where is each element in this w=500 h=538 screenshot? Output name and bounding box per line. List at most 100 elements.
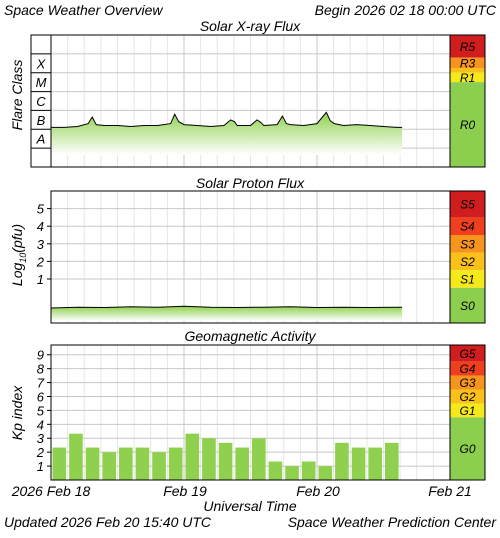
kp-tick-label: 8 bbox=[37, 362, 45, 377]
kp-bar bbox=[152, 452, 166, 480]
proton-tick-label: 4 bbox=[37, 219, 44, 234]
kp-tick-label: 4 bbox=[37, 417, 44, 432]
xray-scale-segment bbox=[450, 72, 485, 83]
proton-flux-area bbox=[51, 306, 403, 321]
kp-bar bbox=[235, 447, 249, 480]
proton-chart-title: Solar Proton Flux bbox=[196, 175, 305, 191]
proton-scale-segment bbox=[450, 270, 485, 288]
kp-tick-label: 7 bbox=[37, 376, 45, 391]
proton-scale-label: S3 bbox=[460, 237, 475, 251]
kp-tick-label: 6 bbox=[37, 389, 45, 404]
updated-time: Updated 2026 Feb 20 15:40 UTC bbox=[4, 514, 212, 530]
kp-bar bbox=[85, 447, 100, 480]
xray-class-label: C bbox=[36, 94, 46, 109]
kp-scale-label: G0 bbox=[459, 442, 475, 456]
x-tick-label-feb18: 2026 Feb 18 bbox=[11, 483, 91, 499]
kp-bar bbox=[301, 461, 316, 480]
kp-bar bbox=[268, 461, 283, 480]
kp-bar bbox=[351, 447, 366, 480]
proton-axis-title-main: Log bbox=[9, 263, 25, 287]
xray-chart-title: Solar X-ray Flux bbox=[200, 18, 301, 34]
xray-class-label: X bbox=[36, 56, 47, 71]
proton-scale-label: S5 bbox=[460, 198, 475, 212]
kp-bar bbox=[368, 447, 382, 480]
kp-scale-label: G4 bbox=[459, 362, 475, 376]
proton-axis-title-sub: 10 bbox=[18, 253, 28, 263]
proton-tick-label: 2 bbox=[36, 254, 45, 269]
proton-tick-label: 3 bbox=[37, 237, 45, 252]
proton-scale-label: S4 bbox=[460, 220, 475, 234]
kp-tick-label: 3 bbox=[37, 431, 45, 446]
kp-scale-label: G5 bbox=[459, 347, 475, 361]
kp-tick-label: 2 bbox=[36, 445, 45, 460]
kp-tick-label: 5 bbox=[37, 403, 45, 418]
x-axis-title: Universal Time bbox=[203, 498, 296, 514]
kp-axis-title: Kp index bbox=[9, 385, 25, 440]
kp-scale-segment bbox=[450, 375, 485, 390]
kp-tick-label: 9 bbox=[37, 348, 44, 363]
proton-scale-segment bbox=[450, 235, 485, 253]
xray-class-label: M bbox=[36, 75, 47, 90]
kp-bar bbox=[252, 438, 266, 480]
proton-tick-label: 1 bbox=[37, 272, 44, 287]
kp-bar bbox=[168, 447, 183, 480]
proton-scale-segment bbox=[450, 252, 485, 271]
xray-scale-label: R3 bbox=[460, 56, 476, 70]
kp-bar bbox=[185, 433, 200, 480]
kp-tick-label: 1 bbox=[37, 459, 44, 474]
kp-bar bbox=[335, 442, 349, 480]
begin-time: Begin 2026 02 18 00:00 UTC bbox=[315, 2, 497, 18]
x-tick-label-feb21: Feb 21 bbox=[428, 483, 472, 499]
kp-scale-label: G3 bbox=[459, 376, 475, 390]
proton-scale-segment bbox=[450, 191, 485, 218]
proton-axis-title-tail: (pfu) bbox=[9, 224, 25, 253]
kp-scale-segment bbox=[450, 389, 485, 404]
proton-axis-title: Log10(pfu) bbox=[9, 224, 28, 286]
kp-chart-title: Geomagnetic Activity bbox=[185, 328, 317, 344]
app-title: Space Weather Overview bbox=[4, 2, 163, 18]
proton-panel: 1 2 3 4 5 S5 S4 S3 S2 S1 S0 bbox=[36, 190, 486, 324]
proton-scale-segment bbox=[450, 217, 485, 235]
x-tick-label-feb20: Feb 20 bbox=[296, 483, 340, 499]
proton-flux-line bbox=[50, 305, 403, 309]
proton-tick-label: 5 bbox=[37, 202, 45, 217]
proton-scale-label: S2 bbox=[460, 255, 475, 269]
kp-bar bbox=[218, 442, 233, 480]
kp-bar bbox=[285, 466, 299, 480]
xray-axis-title: Flare Class bbox=[9, 60, 25, 131]
xray-scale-segment bbox=[450, 68, 485, 73]
proton-scale-label: S1 bbox=[460, 273, 475, 287]
kp-bar bbox=[52, 447, 67, 480]
kp-bar bbox=[119, 447, 133, 480]
xray-scale-label: R1 bbox=[460, 71, 475, 85]
kp-bar bbox=[102, 452, 116, 480]
xray-scale-segment bbox=[450, 57, 485, 68]
xray-scale-segment bbox=[450, 35, 485, 58]
kp-scale-label: G1 bbox=[459, 404, 475, 418]
kp-scale-segment bbox=[450, 361, 485, 376]
proton-scale-segment bbox=[450, 287, 485, 323]
kp-scale-label: G2 bbox=[459, 390, 475, 404]
xray-class-label: B bbox=[37, 113, 46, 128]
kp-bar bbox=[385, 442, 399, 480]
kp-scale-segment bbox=[450, 345, 485, 362]
kp-bar bbox=[69, 433, 83, 480]
kp-bar bbox=[318, 466, 333, 480]
xray-flux-area bbox=[51, 112, 403, 155]
proton-scale-label: S0 bbox=[460, 299, 475, 313]
xray-scale-segment bbox=[450, 82, 485, 167]
kp-scale-segment bbox=[450, 417, 485, 480]
proton-scale-frame bbox=[449, 190, 486, 324]
kp-scale-frame bbox=[449, 344, 486, 481]
kp-bar bbox=[202, 438, 216, 480]
xray-flux-line bbox=[51, 111, 403, 128]
x-tick-label-feb19: Feb 19 bbox=[163, 483, 207, 499]
kp-bar bbox=[135, 447, 150, 480]
kp-scale-segment bbox=[450, 403, 485, 418]
xray-class-label: A bbox=[36, 132, 46, 147]
xray-scale-frame bbox=[449, 34, 486, 168]
